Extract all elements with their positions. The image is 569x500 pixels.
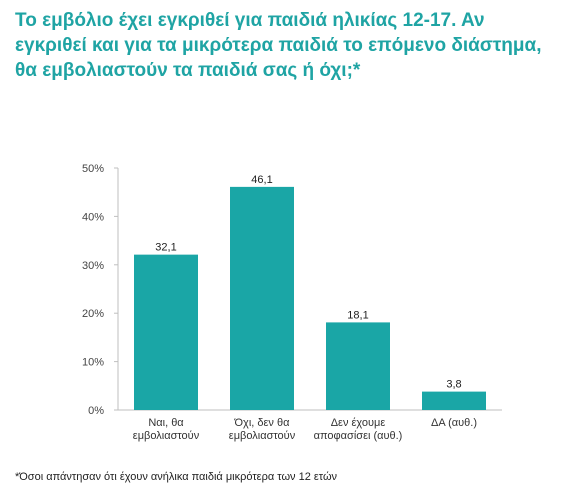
bar-value-label: 46,1 — [251, 174, 272, 186]
category-label: Δεν έχουμε — [331, 417, 386, 429]
category-label: Όχι, δεν θα — [234, 417, 291, 429]
bar-value-label: 32,1 — [155, 242, 176, 254]
bar — [230, 186, 294, 410]
bar — [326, 322, 390, 410]
bar-value-label: 3,8 — [446, 379, 461, 391]
footnote: *Όσοι απάντησαν ότι έχουν ανήλικα παιδιά… — [15, 471, 338, 483]
chart-title: Το εμβόλιο έχει εγκριθεί για παιδιά ηλικ… — [15, 10, 542, 81]
bar — [422, 391, 486, 410]
y-tick-label: 30% — [82, 260, 104, 272]
y-tick-label: 10% — [82, 357, 104, 369]
y-tick-label: 20% — [82, 308, 104, 320]
category-label: εμβολιαστούν — [133, 430, 200, 442]
y-tick-label: 40% — [82, 211, 104, 223]
category-label: Ναι, θα — [148, 417, 184, 429]
category-label: εμβολιαστούν — [229, 430, 296, 442]
category-label: αποφασίσει (αυθ.) — [314, 430, 403, 442]
y-tick-label: 50% — [82, 163, 104, 175]
bar-value-label: 18,1 — [347, 309, 368, 321]
y-tick-label: 0% — [88, 405, 104, 417]
bar — [134, 254, 198, 410]
category-label: ΔΑ (αυθ.) — [431, 417, 477, 429]
y-axis: 0% 10% 20% 30% 40% 50% — [82, 163, 502, 417]
bars-group: 32,1 46,1 18,1 3,8 — [134, 174, 486, 410]
